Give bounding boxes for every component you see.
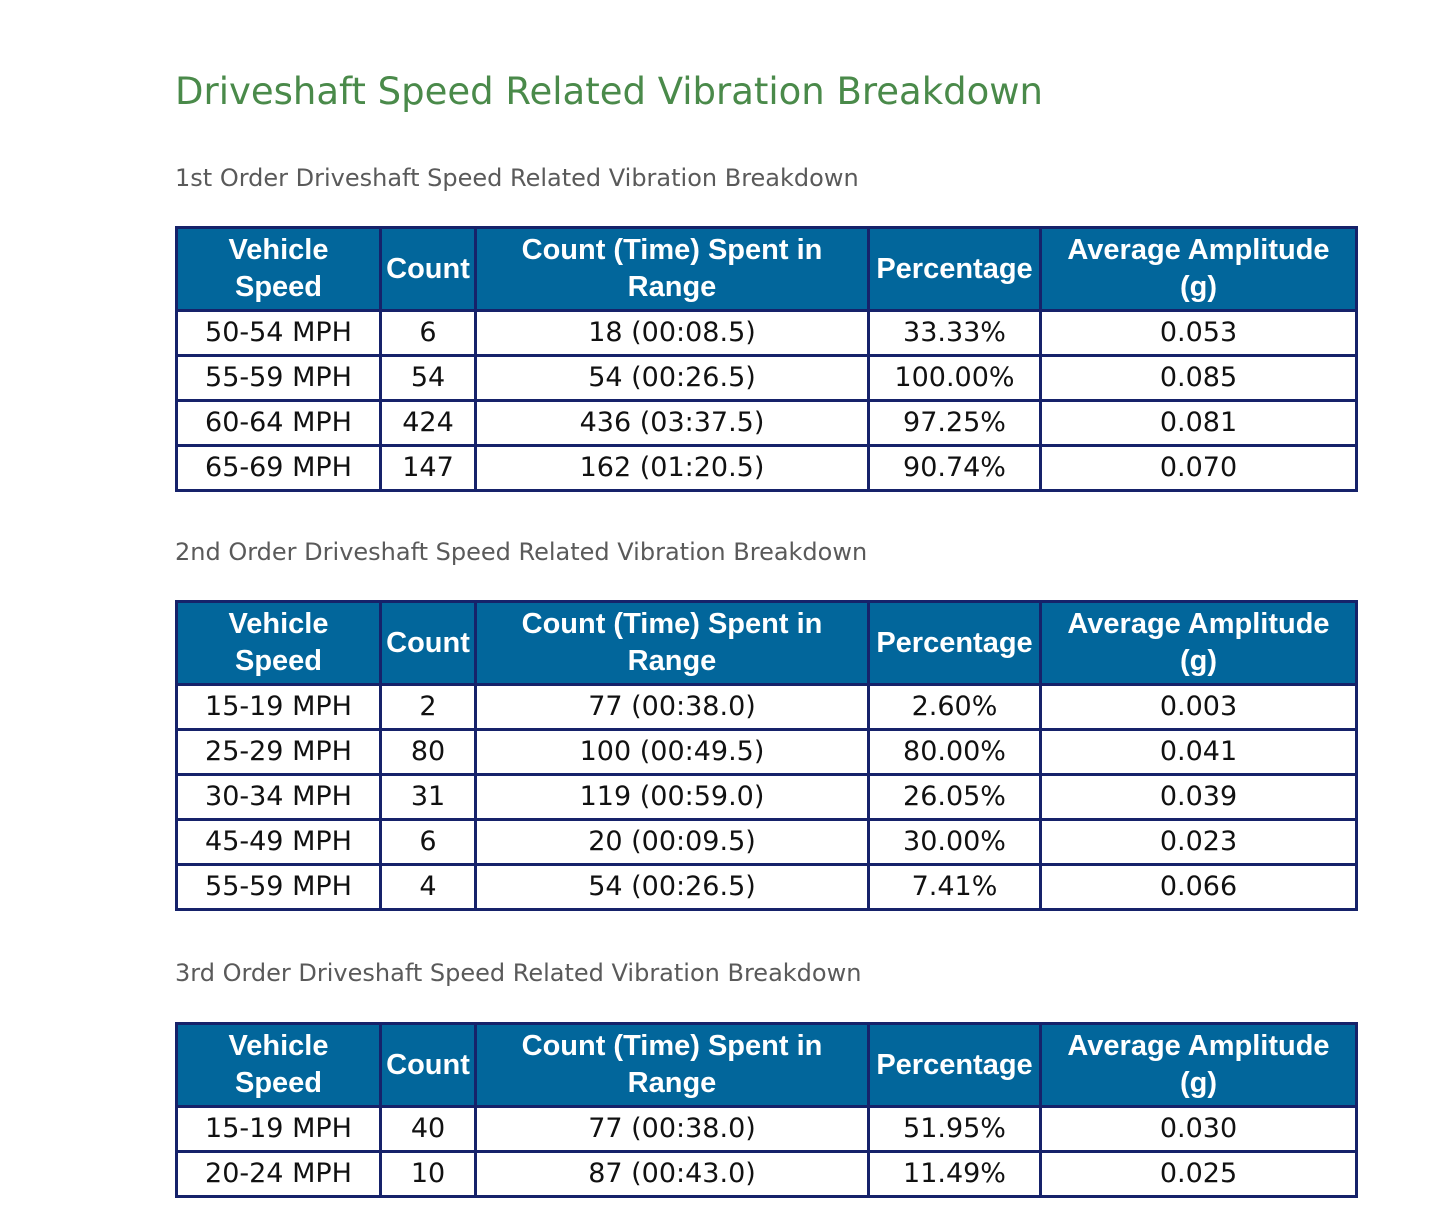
column-header-vehicle-speed: Vehicle Speed: [175, 600, 382, 686]
cell-count: 424: [379, 399, 477, 447]
cell-average-amplitude: 0.003: [1039, 683, 1358, 731]
column-header-percentage: Percentage: [867, 1022, 1042, 1108]
cell-count: 54: [379, 354, 477, 402]
cell-percentage: 97.25%: [867, 399, 1042, 447]
cell-average-amplitude: 0.053: [1039, 309, 1358, 357]
cell-percentage: 2.60%: [867, 683, 1042, 731]
column-header-average-amplitude: Average Amplitude (g): [1039, 226, 1358, 312]
cell-count-time: 119 (00:59.0): [474, 773, 870, 821]
section-title-3rd-order: 3rd Order Driveshaft Speed Related Vibra…: [175, 959, 862, 987]
column-header-percentage: Percentage: [867, 226, 1042, 312]
table-row: 55-59 MPH 4 54 (00:26.5) 7.41% 0.066: [175, 863, 1358, 911]
cell-percentage: 100.00%: [867, 354, 1042, 402]
cell-count: 80: [379, 728, 477, 776]
table-row: 30-34 MPH 31 119 (00:59.0) 26.05% 0.039: [175, 773, 1358, 821]
table-header-row: Vehicle Speed Count Count (Time) Spent i…: [175, 600, 1358, 686]
cell-vehicle-speed: 15-19 MPH: [175, 1105, 382, 1153]
cell-count-time: 162 (01:20.5): [474, 444, 870, 492]
cell-count: 40: [379, 1105, 477, 1153]
cell-count-time: 54 (00:26.5): [474, 354, 870, 402]
cell-percentage: 51.95%: [867, 1105, 1042, 1153]
table-row: 20-24 MPH 10 87 (00:43.0) 11.49% 0.025: [175, 1150, 1358, 1198]
cell-average-amplitude: 0.081: [1039, 399, 1358, 447]
section-title-1st-order: 1st Order Driveshaft Speed Related Vibra…: [175, 164, 859, 192]
column-header-average-amplitude: Average Amplitude (g): [1039, 1022, 1358, 1108]
cell-count: 6: [379, 309, 477, 357]
cell-percentage: 26.05%: [867, 773, 1042, 821]
cell-count-time: 77 (00:38.0): [474, 683, 870, 731]
cell-count-time: 100 (00:49.5): [474, 728, 870, 776]
column-header-count-time: Count (Time) Spent in Range: [474, 600, 870, 686]
table-1st-order: Vehicle Speed Count Count (Time) Spent i…: [175, 226, 1358, 492]
page-title: Driveshaft Speed Related Vibration Break…: [175, 70, 1043, 113]
cell-count-time: 77 (00:38.0): [474, 1105, 870, 1153]
cell-count: 31: [379, 773, 477, 821]
cell-average-amplitude: 0.085: [1039, 354, 1358, 402]
cell-average-amplitude: 0.025: [1039, 1150, 1358, 1198]
cell-vehicle-speed: 55-59 MPH: [175, 863, 382, 911]
cell-count: 2: [379, 683, 477, 731]
table-row: 45-49 MPH 6 20 (00:09.5) 30.00% 0.023: [175, 818, 1358, 866]
cell-vehicle-speed: 20-24 MPH: [175, 1150, 382, 1198]
table-row: 15-19 MPH 40 77 (00:38.0) 51.95% 0.030: [175, 1105, 1358, 1153]
section-title-2nd-order: 2nd Order Driveshaft Speed Related Vibra…: [175, 538, 868, 566]
cell-vehicle-speed: 55-59 MPH: [175, 354, 382, 402]
cell-vehicle-speed: 15-19 MPH: [175, 683, 382, 731]
cell-count-time: 54 (00:26.5): [474, 863, 870, 911]
table-row: 60-64 MPH 424 436 (03:37.5) 97.25% 0.081: [175, 399, 1358, 447]
cell-average-amplitude: 0.030: [1039, 1105, 1358, 1153]
cell-vehicle-speed: 25-29 MPH: [175, 728, 382, 776]
cell-average-amplitude: 0.041: [1039, 728, 1358, 776]
cell-average-amplitude: 0.070: [1039, 444, 1358, 492]
cell-percentage: 90.74%: [867, 444, 1042, 492]
cell-count-time: 436 (03:37.5): [474, 399, 870, 447]
cell-count-time: 87 (00:43.0): [474, 1150, 870, 1198]
table-row: 50-54 MPH 6 18 (00:08.5) 33.33% 0.053: [175, 309, 1358, 357]
cell-vehicle-speed: 60-64 MPH: [175, 399, 382, 447]
cell-count: 147: [379, 444, 477, 492]
cell-count: 10: [379, 1150, 477, 1198]
cell-count: 6: [379, 818, 477, 866]
cell-percentage: 80.00%: [867, 728, 1042, 776]
cell-vehicle-speed: 50-54 MPH: [175, 309, 382, 357]
column-header-count-time: Count (Time) Spent in Range: [474, 1022, 870, 1108]
table-2nd-order: Vehicle Speed Count Count (Time) Spent i…: [175, 600, 1358, 911]
table-header-row: Vehicle Speed Count Count (Time) Spent i…: [175, 226, 1358, 312]
table-3rd-order: Vehicle Speed Count Count (Time) Spent i…: [175, 1022, 1358, 1198]
cell-count: 4: [379, 863, 477, 911]
column-header-vehicle-speed: Vehicle Speed: [175, 1022, 382, 1108]
column-header-percentage: Percentage: [867, 600, 1042, 686]
cell-percentage: 30.00%: [867, 818, 1042, 866]
cell-count-time: 18 (00:08.5): [474, 309, 870, 357]
column-header-count: Count: [379, 600, 477, 686]
column-header-count: Count: [379, 1022, 477, 1108]
cell-percentage: 7.41%: [867, 863, 1042, 911]
cell-percentage: 11.49%: [867, 1150, 1042, 1198]
cell-average-amplitude: 0.039: [1039, 773, 1358, 821]
cell-vehicle-speed: 45-49 MPH: [175, 818, 382, 866]
cell-count-time: 20 (00:09.5): [474, 818, 870, 866]
cell-percentage: 33.33%: [867, 309, 1042, 357]
table-row: 55-59 MPH 54 54 (00:26.5) 100.00% 0.085: [175, 354, 1358, 402]
cell-average-amplitude: 0.023: [1039, 818, 1358, 866]
table-header-row: Vehicle Speed Count Count (Time) Spent i…: [175, 1022, 1358, 1108]
cell-vehicle-speed: 65-69 MPH: [175, 444, 382, 492]
table-row: 65-69 MPH 147 162 (01:20.5) 90.74% 0.070: [175, 444, 1358, 492]
table-row: 25-29 MPH 80 100 (00:49.5) 80.00% 0.041: [175, 728, 1358, 776]
table-row: 15-19 MPH 2 77 (00:38.0) 2.60% 0.003: [175, 683, 1358, 731]
column-header-count: Count: [379, 226, 477, 312]
cell-average-amplitude: 0.066: [1039, 863, 1358, 911]
column-header-vehicle-speed: Vehicle Speed: [175, 226, 382, 312]
column-header-average-amplitude: Average Amplitude (g): [1039, 600, 1358, 686]
cell-vehicle-speed: 30-34 MPH: [175, 773, 382, 821]
column-header-count-time: Count (Time) Spent in Range: [474, 226, 870, 312]
